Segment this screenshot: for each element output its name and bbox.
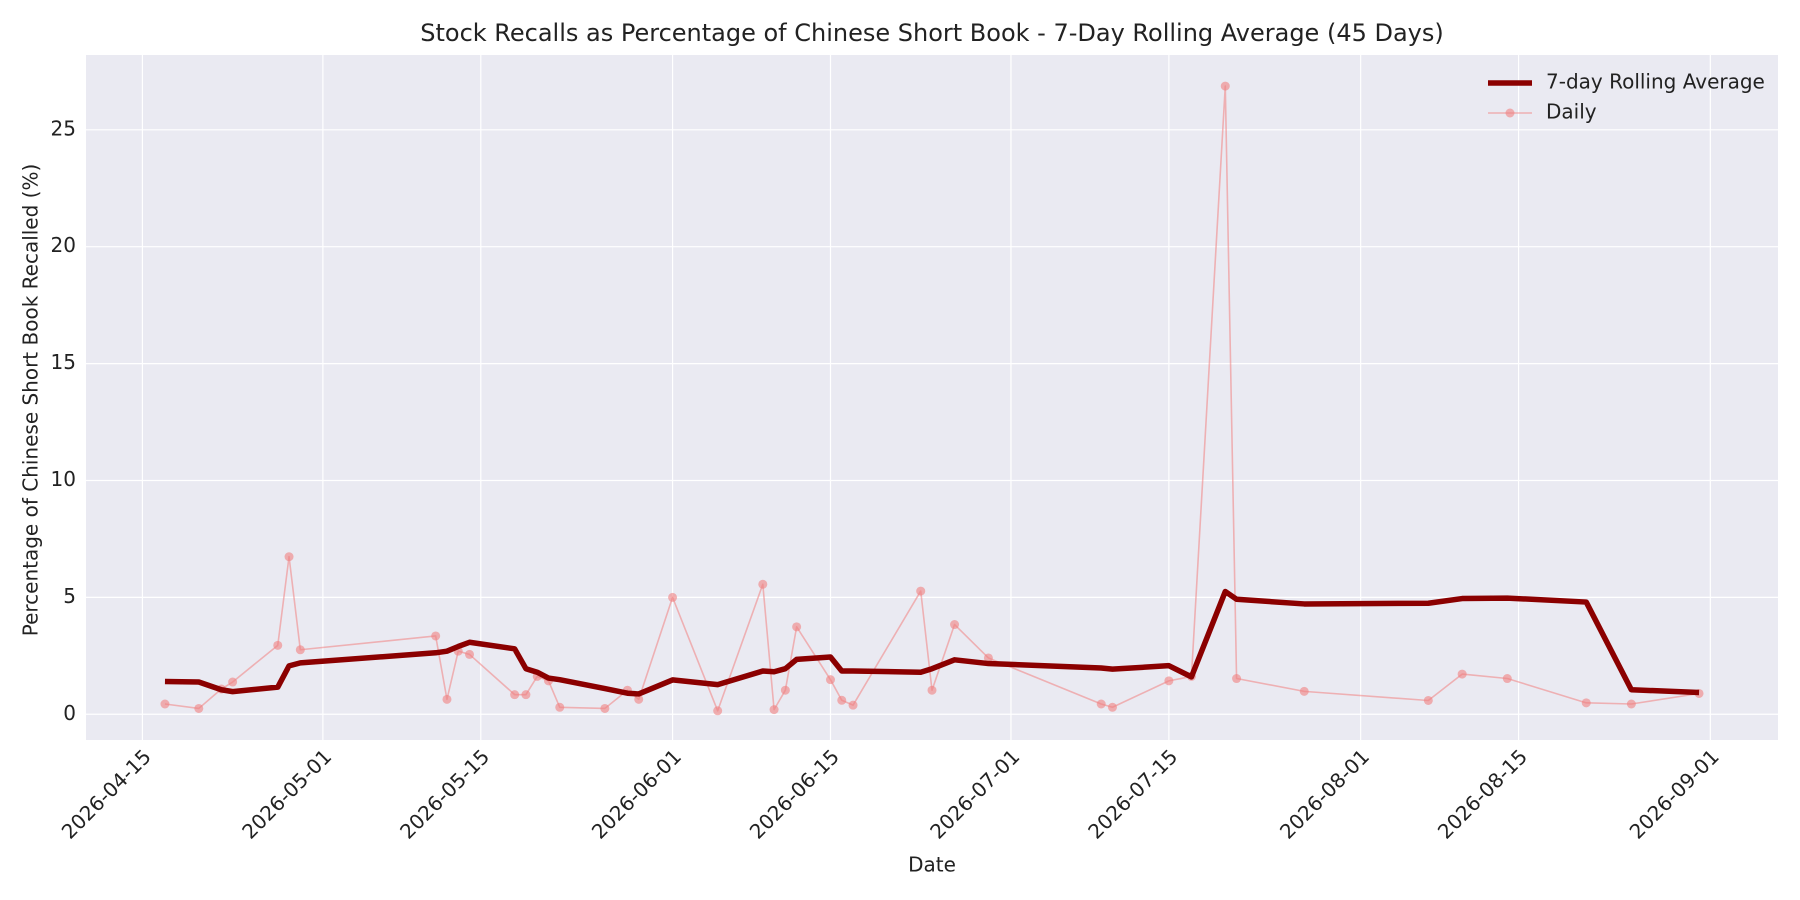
legend: 7-day Rolling Average Daily <box>1488 70 1765 124</box>
data-point <box>1457 669 1467 679</box>
data-point <box>284 552 294 562</box>
y-tick-label: 20 <box>51 233 76 257</box>
x-tick-label: 2026-04-15 <box>57 744 156 843</box>
data-point <box>194 703 204 713</box>
data-point <box>1581 698 1591 708</box>
x-axis-label: Date <box>908 853 956 877</box>
data-point <box>228 677 238 687</box>
legend-marker <box>1505 108 1515 118</box>
plot-area <box>86 55 1778 740</box>
x-tick-label: 2026-07-15 <box>1083 744 1182 843</box>
y-tick-label: 5 <box>63 584 76 608</box>
data-point <box>1232 674 1242 684</box>
data-point <box>555 702 565 712</box>
data-point <box>848 700 858 710</box>
data-point <box>273 640 283 650</box>
data-point <box>442 694 452 704</box>
data-point <box>780 685 790 695</box>
series-line <box>164 588 1700 697</box>
x-tick-label: 2026-09-01 <box>1625 744 1724 843</box>
data-point <box>1107 702 1117 712</box>
data-point <box>1502 674 1512 684</box>
x-tick-label: 2026-06-01 <box>587 744 686 843</box>
x-tick-label: 2026-08-01 <box>1275 744 1374 843</box>
data-point <box>792 622 802 632</box>
data-point <box>465 649 475 659</box>
data-point <box>713 706 723 716</box>
y-tick-label: 15 <box>51 350 76 374</box>
data-point <box>769 705 779 715</box>
data-point <box>1299 686 1309 696</box>
legend-label: 7-day Rolling Average <box>1546 70 1765 94</box>
x-tick-label: 2026-08-15 <box>1433 744 1532 843</box>
data-point <box>521 690 531 700</box>
data-point <box>1096 699 1106 709</box>
data-point <box>950 620 960 630</box>
data-point <box>927 685 937 695</box>
data-point <box>634 694 644 704</box>
y-tick-label: 25 <box>51 116 76 140</box>
x-tick-label: 2026-05-01 <box>237 744 336 843</box>
data-point <box>1220 81 1230 91</box>
data-point <box>295 645 305 655</box>
data-point <box>825 675 835 685</box>
data-point <box>1626 699 1636 709</box>
data-point <box>160 699 170 709</box>
data-point <box>510 690 520 700</box>
chart-title: Stock Recalls as Percentage of Chinese S… <box>420 19 1444 47</box>
marks <box>160 81 1704 716</box>
x-tick-label: 2026-06-15 <box>745 744 844 843</box>
data-point <box>600 703 610 713</box>
data-point <box>1423 695 1433 705</box>
data-point <box>983 653 993 663</box>
y-tick-label: 10 <box>51 467 76 491</box>
legend-label: Daily <box>1546 100 1597 124</box>
data-point <box>758 579 768 589</box>
y-axis-label: Percentage of Chinese Short Book Recalle… <box>19 164 43 637</box>
x-tick-label: 2026-05-15 <box>395 744 494 843</box>
data-point <box>1164 676 1174 686</box>
data-point <box>916 586 926 596</box>
data-point <box>431 631 441 641</box>
grid <box>86 55 1778 740</box>
x-tick-label: 2026-07-01 <box>925 744 1024 843</box>
data-point <box>837 695 847 705</box>
data-point <box>668 592 678 602</box>
y-tick-label: 0 <box>63 701 76 725</box>
